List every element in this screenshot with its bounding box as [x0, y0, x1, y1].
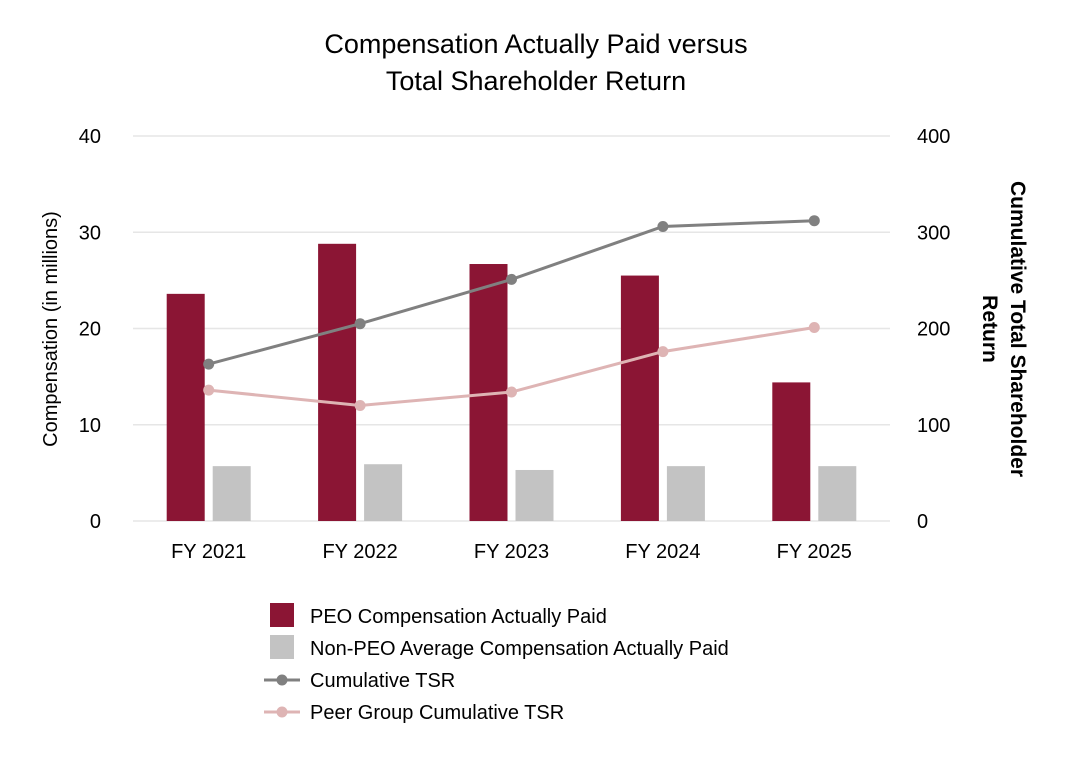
legend-peo-swatch — [270, 603, 294, 627]
chart-title-line-1: Compensation Actually Paid versus — [324, 29, 747, 59]
x-tick-label: FY 2024 — [625, 541, 700, 563]
cumulative-tsr-point — [657, 220, 669, 232]
left-tick-label: 0 — [90, 511, 101, 533]
x-tick-label: FY 2023 — [474, 541, 549, 563]
left-axis-label: Compensation (in millions) — [40, 211, 62, 447]
peer-tsr-point — [808, 322, 820, 334]
peo-bar — [166, 293, 205, 521]
non-peo-bar — [515, 469, 554, 521]
right-axis-label-line-1: Cumulative Total Shareholder — [1006, 181, 1029, 477]
legend-marker-swatch — [276, 706, 288, 718]
peo-bar — [318, 243, 357, 522]
cumulative-tsr-point — [808, 215, 820, 227]
non-peo-bar — [364, 464, 403, 521]
right-tick-label: 300 — [917, 222, 950, 244]
x-tick-label: FY 2022 — [322, 541, 397, 563]
legend-label: Non-PEO Average Compensation Actually Pa… — [310, 638, 729, 660]
legend-marker-swatch — [276, 674, 288, 686]
right-tick-label: 100 — [917, 415, 950, 437]
right-axis-label-line-2: Return — [978, 295, 1001, 363]
left-tick-label: 40 — [79, 126, 101, 148]
non-peo-bar — [212, 466, 251, 521]
cumulative-tsr-point — [506, 273, 517, 285]
legend-label: PEO Compensation Actually Paid — [310, 606, 607, 628]
legend-label: Peer Group Cumulative TSR — [310, 702, 564, 724]
x-tick-label: FY 2025 — [777, 541, 852, 563]
right-tick-label: 0 — [917, 511, 928, 533]
x-axis-ticks: FY 2021 FY 2022 FY 2023 FY 2024 FY 2025 — [171, 541, 852, 563]
bar-series — [166, 243, 857, 522]
cumulative-tsr-point — [203, 358, 215, 370]
right-axis-ticks: 0 100 200 300 400 — [917, 126, 950, 533]
left-axis-ticks: 0 10 20 30 40 — [79, 126, 101, 533]
gridlines — [133, 135, 890, 522]
line-series — [203, 215, 820, 411]
peer-tsr-point — [657, 346, 669, 358]
peer-tsr-point — [354, 400, 366, 411]
left-tick-label: 30 — [79, 222, 101, 244]
x-tick-label: FY 2021 — [171, 541, 246, 563]
left-tick-label: 10 — [79, 415, 101, 437]
non-peo-bar — [818, 466, 857, 521]
peo-bar — [772, 382, 811, 521]
right-tick-label: 400 — [917, 126, 950, 148]
cumulative-tsr-point — [354, 318, 366, 330]
right-tick-label: 200 — [917, 319, 950, 341]
non-peo-bar — [666, 466, 705, 521]
peer-tsr-point — [506, 386, 517, 398]
chart-title-line-2: Total Shareholder Return — [386, 66, 686, 96]
left-tick-label: 20 — [79, 319, 101, 341]
legend-label: Cumulative TSR — [310, 670, 455, 692]
legend-non-peo-swatch — [270, 635, 294, 659]
peer-tsr-point — [203, 384, 215, 396]
legend: PEO Compensation Actually Paid Non-PEO Av… — [264, 603, 729, 724]
peo-bar — [620, 275, 659, 521]
